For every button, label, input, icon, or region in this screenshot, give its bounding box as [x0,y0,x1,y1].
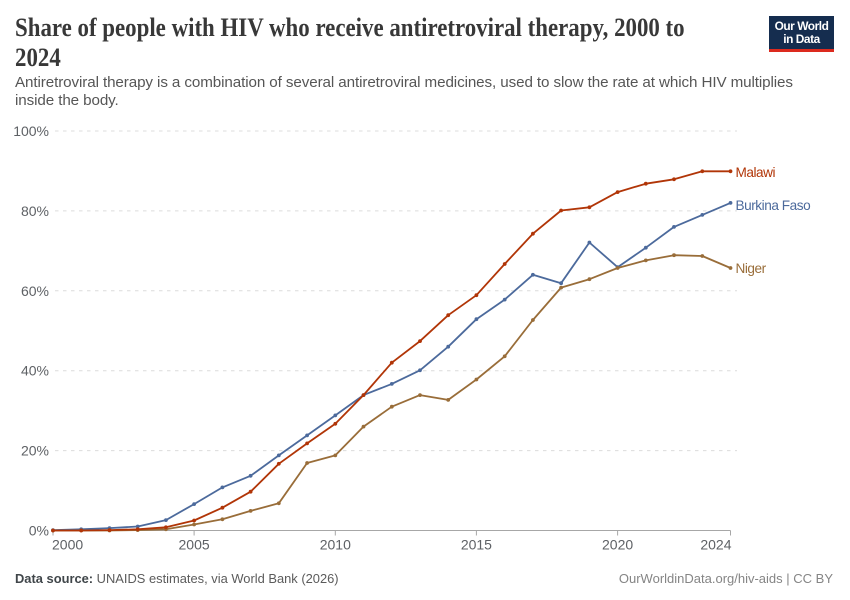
svg-text:Niger: Niger [736,261,767,276]
svg-text:20%: 20% [21,443,49,459]
svg-text:2020: 2020 [602,537,633,553]
svg-text:2010: 2010 [320,537,351,553]
svg-text:0%: 0% [29,523,49,539]
svg-text:100%: 100% [13,123,49,139]
svg-text:60%: 60% [21,283,49,299]
svg-text:2024: 2024 [700,537,731,553]
svg-text:Malawi: Malawi [736,165,776,180]
svg-text:40%: 40% [21,363,49,379]
svg-text:Burkina Faso: Burkina Faso [736,198,811,213]
svg-text:80%: 80% [21,203,49,219]
svg-text:2000: 2000 [52,537,83,553]
svg-text:2005: 2005 [179,537,210,553]
svg-text:2015: 2015 [461,537,492,553]
